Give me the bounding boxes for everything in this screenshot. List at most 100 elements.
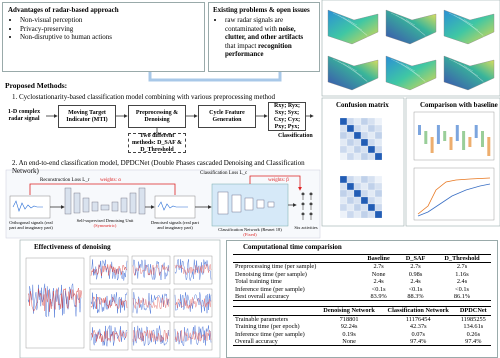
plot-image <box>443 9 495 45</box>
heatmap-cell <box>353 210 362 219</box>
heatmap-cell <box>360 189 369 198</box>
text: noise, clutter, and other artifacts <box>225 24 304 42</box>
table-cell: 42.37s <box>409 323 427 331</box>
table-cell: Classification Network <box>380 306 456 316</box>
section-heading: Proposed Methods: <box>5 81 68 90</box>
bullet: Non-disruptive to human actions <box>20 33 199 42</box>
panel <box>405 97 500 227</box>
heatmap-cell <box>346 189 355 198</box>
heatmap-cell <box>367 131 376 140</box>
table-cell: 11176454 <box>405 315 431 323</box>
table-cell: 0.26s <box>466 330 481 338</box>
heatmap-cell <box>339 117 348 126</box>
plot-image <box>385 9 437 45</box>
waveform <box>90 259 128 281</box>
box-glyph <box>418 125 421 135</box>
heatmap-cell <box>374 117 383 126</box>
heatmap-cell <box>346 196 355 205</box>
heatmap-cell <box>339 203 348 212</box>
box-glyph <box>436 125 440 144</box>
heatmap-cell <box>339 175 348 184</box>
heatmap-cell <box>353 189 362 198</box>
heatmap-cell <box>360 203 369 212</box>
table-cell: Inference time (per sample) <box>235 285 305 293</box>
table-cell: 1.16s <box>455 270 469 278</box>
table-cell: Denoising Network <box>317 306 381 316</box>
heatmap-cell <box>360 152 369 161</box>
box-glyph <box>449 137 453 150</box>
heatmap-cell <box>346 175 355 184</box>
table-cell <box>233 306 318 316</box>
panel-title: Computational time comparision <box>243 243 342 251</box>
caption: Classification Network (Resnet 18) (Fixe… <box>212 227 288 237</box>
box-glyph <box>462 131 466 150</box>
plot-image <box>405 64 431 87</box>
panel-title: Confusion matrix <box>336 101 389 109</box>
heatmap-cell <box>367 138 376 147</box>
heatmap-cell <box>339 131 348 140</box>
waveform <box>90 329 128 343</box>
table-row: Training time (per epoch) 92.24s 42.37s 134… <box>233 323 491 330</box>
table-cell: 2.4s <box>373 278 384 286</box>
plot-frame <box>413 167 495 221</box>
waveform <box>132 329 170 342</box>
bullet: Privacy-preserving <box>20 25 199 34</box>
waveform <box>132 263 170 276</box>
text: that impact <box>225 41 259 50</box>
table-row: Total training time 2.4s 2.4s 2.4s <box>233 278 491 285</box>
heatmap-cell <box>367 124 376 133</box>
table-cell: 2.4s <box>456 278 468 286</box>
table-cell: 0.07s <box>411 330 425 338</box>
plot-image <box>332 12 358 26</box>
plot-image <box>327 55 379 91</box>
table-cell: DPDCNet <box>455 306 491 316</box>
table-cell: 2.7s <box>456 263 468 271</box>
table-cell: Denoising time (per sample) <box>235 270 307 278</box>
table-row: Denoising time (per sample) None 0.98s 1.16… <box>233 271 491 278</box>
heatmap-cell <box>360 175 369 184</box>
feature-box: Rxy; Ryx; Sxy; Syx; Cxy; Cyx; Pxy; Pyx; <box>268 102 306 131</box>
table-cell: 0.19s <box>342 330 356 338</box>
heatmap-cell <box>346 145 355 154</box>
heatmap-cell <box>367 175 376 184</box>
method-title: 2. An end-to-end classification model, D… <box>12 159 305 175</box>
timing-box: Computational time comparision Baseline D… <box>226 240 498 358</box>
plot-frame <box>89 255 129 285</box>
table-cell: Trainable parameters <box>235 315 289 323</box>
output-label: Classification <box>278 133 313 139</box>
heatmap-cell <box>360 124 369 133</box>
plot-image <box>448 12 474 26</box>
table-cell: Baseline <box>359 254 399 264</box>
heatmap-cell <box>374 196 383 205</box>
heatmap-cell <box>353 138 362 147</box>
heatmap-cell <box>339 152 348 161</box>
table-cell <box>233 254 360 264</box>
heatmap-cell <box>353 203 362 212</box>
heatmap-cell <box>353 117 362 126</box>
method-title: 1. Cyclostationarity-based classificatio… <box>12 93 276 101</box>
flow-step: Moving Target Indicator (MTI) <box>58 105 116 128</box>
table-cell: 2.7s <box>410 263 421 271</box>
table-cell: 0.98s <box>408 270 423 278</box>
table-cell: 718801 <box>339 315 359 323</box>
loss-label: Classification Loss L_c <box>200 171 248 176</box>
heatmap-cell <box>353 152 362 161</box>
heatmap-cell <box>339 145 348 154</box>
connector <box>148 72 282 82</box>
table-cell: 11985255 <box>460 315 486 323</box>
heatmap-cell <box>374 138 383 147</box>
plot-image <box>385 55 437 91</box>
table-cell: Preprocessing time (per sample) <box>235 263 317 271</box>
table-row: Inference time (per sample) <0.1s <0.1s <0.… <box>233 286 491 293</box>
table-cell: 2.4s <box>410 278 421 286</box>
box-glyph <box>424 131 428 144</box>
table-cell: 88.3% <box>398 293 433 302</box>
table-cell: Training time (per epoch) <box>235 323 300 331</box>
plot-image <box>448 58 474 72</box>
plot-image <box>390 12 416 26</box>
table-cell: Overall accuracy <box>233 338 318 347</box>
heatmap-cell <box>360 138 369 147</box>
loss-label: Reconstruction Loss L_r <box>40 178 90 183</box>
